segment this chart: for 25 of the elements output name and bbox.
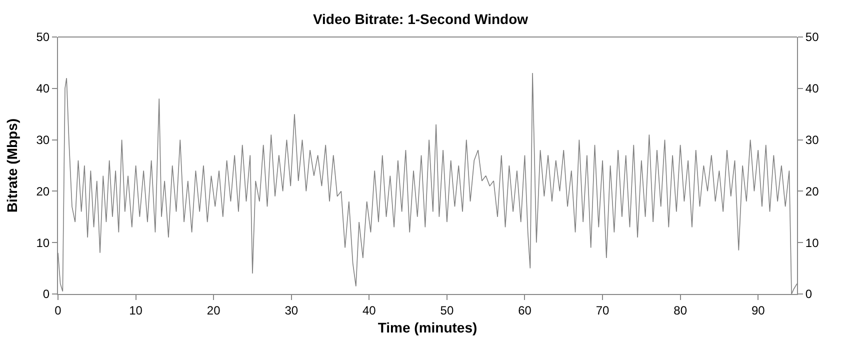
x-tick-label: 20 [206, 303, 221, 318]
x-tick-label: 60 [518, 303, 532, 318]
y2-tick-label: 50 [805, 30, 820, 44]
y-tick-label: 10 [36, 236, 50, 250]
x-tick-label: 90 [751, 303, 766, 318]
y-tick-label: 30 [36, 133, 50, 147]
y-tick-label: 20 [36, 184, 50, 198]
y2-tick-label: 30 [805, 133, 820, 147]
x-tick-label: 50 [440, 303, 454, 318]
y-tick-label: 50 [36, 30, 50, 44]
y-tick-label: 40 [36, 82, 50, 96]
y2-tick-label: 20 [805, 184, 820, 198]
x-tick-label: 70 [596, 303, 610, 318]
x-tick-label: 80 [674, 303, 688, 318]
y2-tick-label: 40 [805, 82, 820, 96]
y2-tick-label: 10 [805, 236, 820, 250]
x-tick-label: 0 [54, 303, 62, 318]
y-axis-title: Bitrate (Mbps) [4, 118, 20, 213]
y-tick-label: 0 [42, 287, 50, 302]
y2-tick-label: 0 [805, 287, 812, 302]
x-tick-label: 10 [129, 303, 143, 318]
x-tick-label: 40 [362, 303, 376, 318]
x-tick-label: 30 [284, 303, 298, 318]
x-axis-title: Time (minutes) [378, 320, 478, 336]
chart-title: Video Bitrate: 1-Second Window [312, 10, 528, 27]
